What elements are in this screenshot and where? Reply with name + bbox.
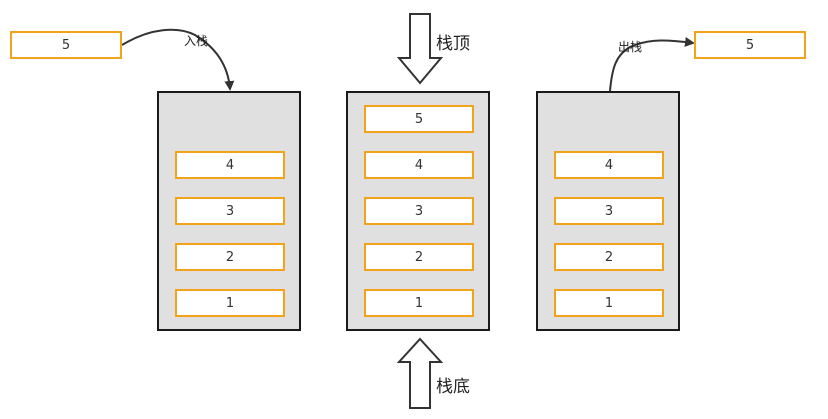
stack-item: 3 (175, 197, 285, 225)
stack-top-arrow-icon (396, 13, 444, 85)
stack-item: 5 (364, 105, 474, 133)
stack-item: 4 (175, 151, 285, 179)
push-arrow (121, 28, 235, 91)
incoming-item-value: 5 (61, 37, 71, 53)
incoming-item: 5 (10, 31, 122, 59)
stack-bottom-label: 栈底 (436, 377, 470, 397)
stack-item: 2 (554, 243, 664, 271)
stack-item: 3 (554, 197, 664, 225)
stack-middle: 5 4 3 2 1 (346, 91, 490, 331)
pop-label: 出栈 (618, 40, 643, 54)
stack-item: 1 (364, 289, 474, 317)
stack-right: 4 3 2 1 (536, 91, 680, 331)
stack-bottom-arrow-icon (396, 337, 444, 409)
stack-item: 1 (554, 289, 664, 317)
pop-arrow (609, 37, 695, 92)
outgoing-item-value: 5 (745, 37, 755, 53)
stack-item: 2 (364, 243, 474, 271)
outgoing-item: 5 (694, 31, 806, 59)
stack-item: 1 (175, 289, 285, 317)
stack-top-label: 栈顶 (436, 34, 470, 54)
stack-left: 4 3 2 1 (157, 91, 301, 331)
push-label: 入栈 (184, 34, 209, 48)
stack-item: 2 (175, 243, 285, 271)
stack-item: 3 (364, 197, 474, 225)
stack-item: 4 (364, 151, 474, 179)
stack-item: 4 (554, 151, 664, 179)
